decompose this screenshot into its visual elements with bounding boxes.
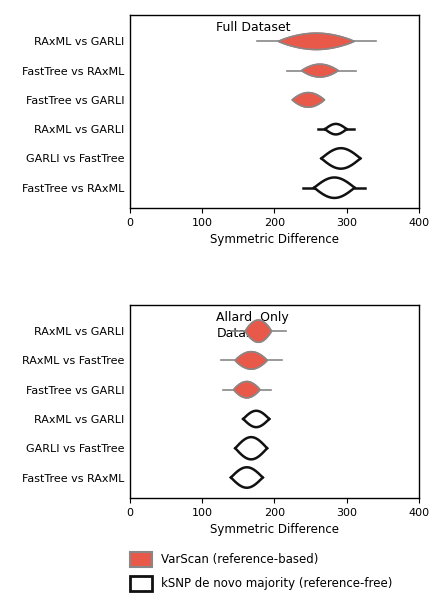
- Polygon shape: [314, 178, 355, 198]
- Polygon shape: [243, 411, 269, 427]
- Polygon shape: [279, 33, 354, 50]
- Polygon shape: [302, 64, 338, 77]
- Polygon shape: [325, 124, 346, 134]
- Text: Full Dataset: Full Dataset: [216, 21, 291, 34]
- X-axis label: Symmetric Difference: Symmetric Difference: [210, 233, 339, 247]
- Legend: VarScan (reference-based), kSNP de novo majority (reference-free): VarScan (reference-based), kSNP de novo …: [127, 549, 396, 594]
- Polygon shape: [245, 320, 271, 342]
- X-axis label: Symmetric Difference: Symmetric Difference: [210, 523, 339, 536]
- Polygon shape: [321, 148, 360, 169]
- Polygon shape: [231, 467, 263, 488]
- Polygon shape: [234, 382, 260, 398]
- Polygon shape: [292, 92, 324, 107]
- Polygon shape: [235, 352, 267, 369]
- Text: Allard  Only
Dataset: Allard Only Dataset: [216, 311, 289, 340]
- Polygon shape: [235, 437, 267, 460]
